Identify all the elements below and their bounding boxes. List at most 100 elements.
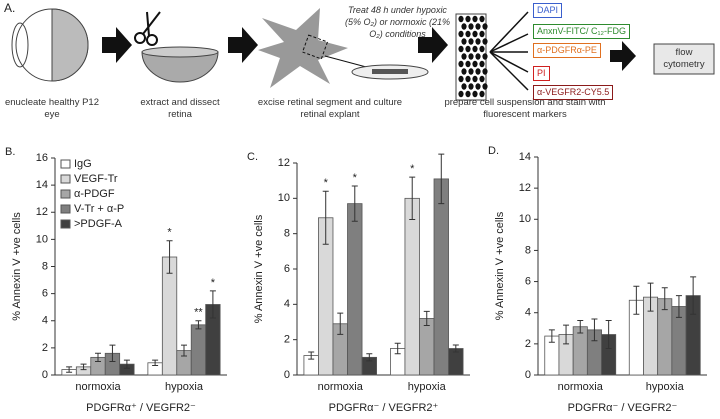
significance-marker: * <box>167 227 172 239</box>
x-axis-title: PDGFRα⁺ / VEGFR2⁻ <box>86 402 196 414</box>
error-bar <box>181 344 187 357</box>
cell <box>482 23 488 30</box>
legend-label: VEGF-Tr <box>74 173 118 185</box>
output-box <box>653 43 715 75</box>
x-tick-label: normoxia <box>75 381 121 393</box>
y-axis-title: % Annexin V +ve cells <box>11 212 23 321</box>
cell <box>475 68 481 75</box>
legend-swatch <box>60 174 71 184</box>
flat-retina <box>258 8 348 88</box>
y-tick-label: 4 <box>42 315 48 327</box>
significance-marker: * <box>353 172 358 184</box>
cell <box>461 83 467 90</box>
y-tick-label: 12 <box>278 157 290 169</box>
cell <box>468 38 474 45</box>
bar <box>404 197 420 376</box>
y-tick-label: 8 <box>42 260 48 272</box>
cell <box>482 53 488 60</box>
y-tick-label: 4 <box>525 307 531 319</box>
arrow <box>418 27 448 63</box>
x-tick-label: hypoxia <box>408 381 447 393</box>
y-tick-label: 6 <box>525 275 531 287</box>
error-bar <box>548 329 555 343</box>
cell <box>482 68 488 75</box>
retina-cup <box>141 51 219 83</box>
error-bar <box>123 359 130 369</box>
retina-rim <box>141 46 219 58</box>
error-bar <box>633 285 640 315</box>
bar <box>190 324 207 376</box>
cell <box>465 60 471 68</box>
cell <box>461 38 467 45</box>
error-bar <box>366 353 373 362</box>
cell <box>465 90 471 98</box>
cell <box>472 75 478 83</box>
y-tick-label: 0 <box>525 369 531 381</box>
error-bar <box>605 320 612 350</box>
error-bar <box>452 344 459 353</box>
error-bar <box>351 185 358 222</box>
significance-marker: * <box>324 177 329 189</box>
error-bar <box>337 312 344 335</box>
cell <box>475 38 481 45</box>
cell <box>461 53 467 60</box>
legend-label: >PDGF-A <box>74 218 123 230</box>
cell <box>479 75 485 83</box>
y-axis-title: % Annexin V +ve cells <box>253 214 265 323</box>
bar <box>419 318 435 376</box>
pointer <box>324 55 371 69</box>
cell <box>458 75 464 83</box>
y-axis-title: % Annexin V +ve cells <box>494 211 506 320</box>
error-bar <box>409 176 416 221</box>
panel-label: B. <box>5 146 15 158</box>
error-bar <box>308 351 315 360</box>
bar <box>347 203 363 376</box>
explant <box>372 69 408 74</box>
y-tick-label: 0 <box>42 369 48 381</box>
x-tick-label: hypoxia <box>165 381 204 393</box>
error-bar <box>394 342 401 355</box>
cell <box>479 30 485 38</box>
error-bar <box>675 295 682 318</box>
bar <box>161 256 178 376</box>
bar <box>657 298 673 376</box>
step-caption: prepare cell suspension and stain with f… <box>444 97 606 120</box>
eye <box>11 8 89 82</box>
y-tick-label: 2 <box>525 338 531 350</box>
output-label: flow cytometry <box>663 47 705 70</box>
cell <box>465 30 471 38</box>
cell <box>458 45 464 53</box>
step-caption: excise retinal segment and culture retin… <box>257 97 403 120</box>
y-tick-label: 16 <box>36 152 48 164</box>
x-tick-label: hypoxia <box>646 381 685 393</box>
error-bar <box>438 153 445 205</box>
x-axis-title: PDGFRα⁻ / VEGFR2⁺ <box>329 402 439 414</box>
marker-label: PI <box>533 66 550 81</box>
cell <box>468 68 474 75</box>
error-bar <box>661 287 668 311</box>
cell <box>482 83 488 90</box>
legend-label: IgG <box>74 158 92 170</box>
marker-label: α-VEGFR2-CY5.5 <box>533 85 614 100</box>
error-bar <box>563 324 570 345</box>
cell <box>472 15 478 23</box>
treatment-note: Treat 48 h under hypoxic (5% O₂) or norm… <box>345 5 450 39</box>
legend-label: α-PDGF <box>74 188 115 200</box>
cell <box>458 60 464 68</box>
arrow <box>610 41 636 71</box>
bar <box>433 178 449 376</box>
cell <box>479 90 485 98</box>
y-tick-label: 6 <box>42 288 48 300</box>
fan-arrows <box>489 11 529 91</box>
cell <box>472 60 478 68</box>
cell <box>479 15 485 23</box>
error-bar <box>95 352 101 362</box>
legend-label: V-Tr + α-P <box>74 203 124 215</box>
significance-marker: ** <box>194 307 203 319</box>
significance-marker: * <box>211 277 216 289</box>
error-bar <box>647 282 654 312</box>
y-tick-label: 8 <box>284 228 290 240</box>
arrow <box>228 27 258 63</box>
error-bar <box>66 366 73 373</box>
cell <box>475 53 481 60</box>
